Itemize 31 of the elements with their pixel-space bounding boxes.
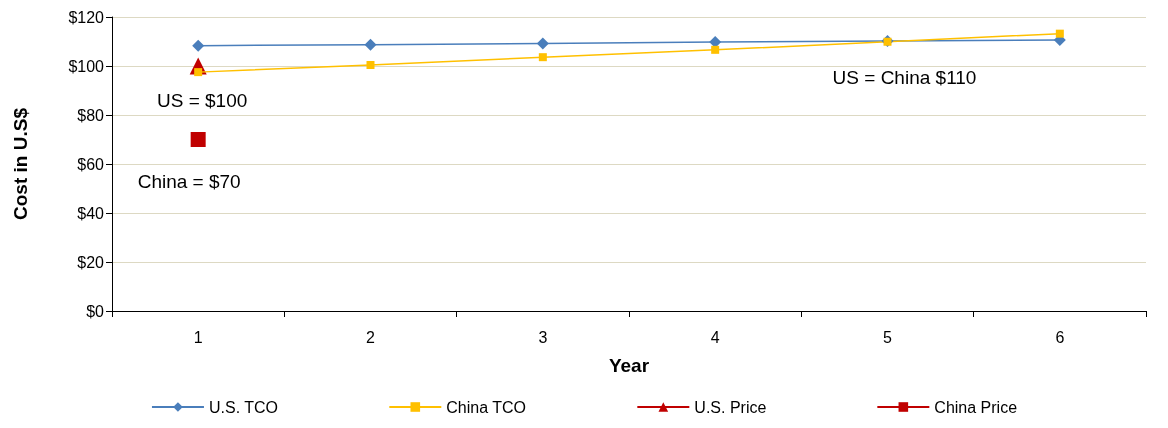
y-tick-label: $100 [68,57,105,75]
point [192,39,205,52]
point [538,53,547,62]
annotation: US = $100 [157,89,248,111]
annotation: China = $70 [137,171,241,192]
x-tick-label: 1 [193,328,203,346]
y-tick-label: $60 [77,155,105,173]
x-axis-title: Year [608,355,650,376]
point [194,68,203,77]
legend-label: China Price [934,398,1018,416]
point [190,132,206,147]
y-tick-label: $40 [77,204,105,222]
point [536,37,549,50]
point [711,45,720,54]
legend-label: China TCO [446,398,527,416]
x-tick-label: 6 [1055,328,1065,346]
point [366,61,375,70]
point [1055,29,1064,38]
legend-label: U.S. Price [694,398,767,416]
y-tick-label: $20 [77,253,105,271]
y-tick-label: $80 [77,106,105,124]
y-tick-label: $120 [68,8,105,26]
x-tick-label: 4 [710,328,720,346]
y-tick-label: $0 [86,302,105,320]
y-axis-title: Cost in U.S$ [10,107,31,220]
annotation: US = China $110 [832,67,977,88]
x-tick-label: 5 [883,328,893,346]
legend-label: U.S. TCO [208,398,279,416]
point [364,38,377,51]
x-tick-label: 3 [538,328,548,346]
x-tick-label: 2 [366,328,376,346]
